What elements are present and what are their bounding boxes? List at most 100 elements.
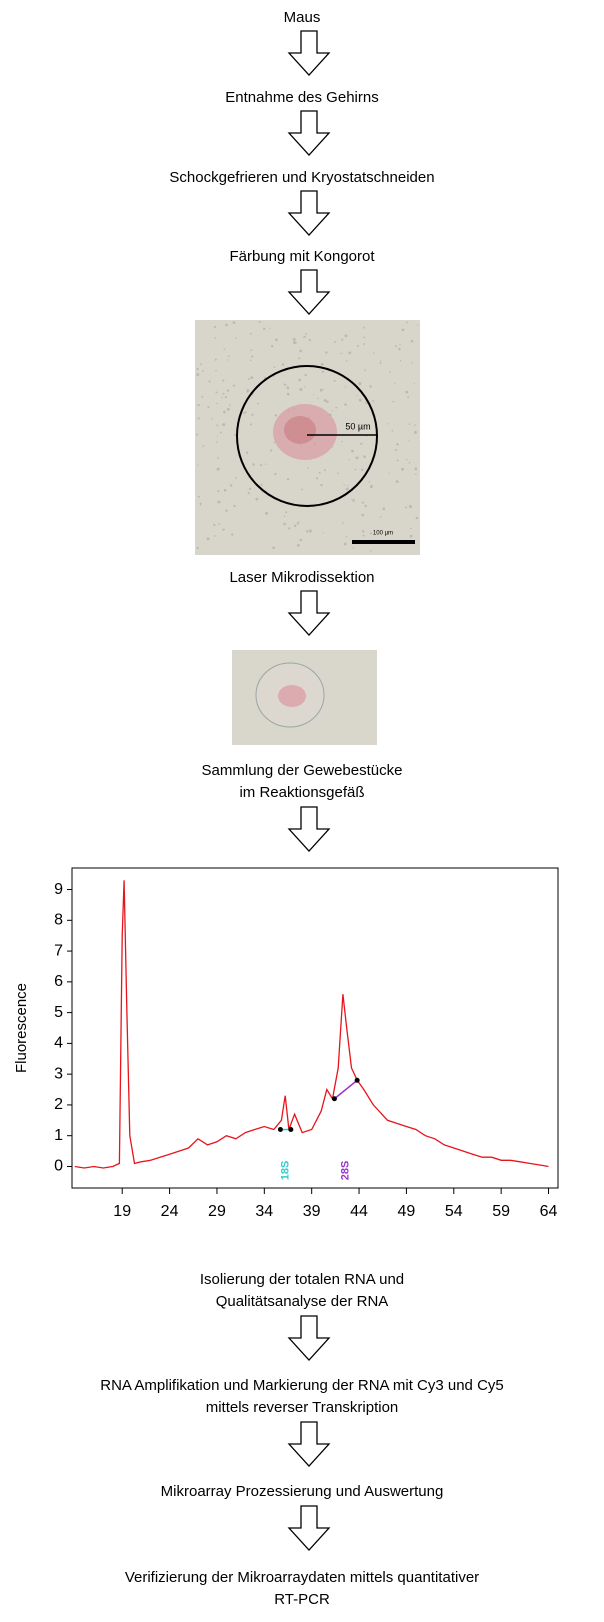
texture — [394, 382, 396, 384]
texture — [286, 478, 290, 481]
texture — [296, 543, 300, 547]
microdissection-image: 50 µm 100 µm — [195, 320, 420, 555]
texture — [225, 509, 228, 512]
texture — [348, 458, 350, 461]
texture — [213, 535, 216, 537]
texture — [245, 411, 247, 413]
arrow — [288, 110, 330, 156]
texture — [298, 521, 300, 523]
texture — [246, 389, 250, 392]
texture — [222, 379, 225, 382]
texture — [299, 538, 303, 542]
texture — [215, 391, 218, 394]
collection-image — [232, 650, 377, 745]
texture — [361, 513, 365, 517]
x-tick-label: 44 — [350, 1203, 368, 1220]
y-tick-label: 8 — [54, 912, 63, 929]
y-tick-label: 1 — [54, 1127, 63, 1144]
texture — [286, 392, 290, 396]
texture — [325, 351, 328, 354]
texture — [285, 511, 288, 514]
texture — [226, 359, 228, 361]
x-tick-label: 54 — [445, 1203, 463, 1220]
texture — [364, 504, 367, 508]
texture — [259, 463, 263, 467]
step-label: im Reaktionsgefäß — [239, 784, 364, 801]
step-label: Sammlung der Gewebestücke — [202, 762, 403, 779]
texture — [373, 352, 375, 354]
texture — [232, 384, 236, 387]
texture — [255, 497, 259, 501]
texture — [331, 410, 333, 412]
x-tick-label: 19 — [113, 1203, 131, 1220]
texture — [345, 487, 349, 491]
texture — [220, 431, 223, 434]
texture — [358, 398, 362, 402]
texture — [358, 382, 362, 386]
y-tick-label: 2 — [54, 1096, 63, 1113]
texture — [408, 440, 410, 442]
texture — [275, 338, 278, 342]
step-label: Färbung mit Kongorot — [229, 248, 375, 265]
texture — [213, 523, 216, 527]
texture — [281, 363, 285, 366]
texture — [214, 358, 217, 361]
texture — [224, 396, 227, 399]
texture — [251, 355, 254, 358]
step-label: Laser Mikrodissektion — [229, 569, 374, 586]
texture — [379, 516, 382, 518]
texture — [354, 468, 357, 471]
texture — [333, 379, 336, 382]
texture — [216, 435, 219, 437]
texture — [408, 461, 411, 464]
texture — [201, 395, 204, 398]
texture — [221, 397, 223, 399]
step-label: RT-PCR — [274, 1591, 330, 1608]
texture — [387, 423, 389, 425]
texture — [409, 505, 412, 508]
texture — [409, 534, 413, 538]
texture — [232, 321, 236, 325]
texture — [351, 498, 353, 500]
texture — [363, 343, 365, 346]
texture — [389, 371, 391, 373]
texture — [222, 423, 226, 427]
texture — [229, 484, 233, 487]
texture — [417, 324, 419, 326]
texture — [320, 362, 324, 366]
texture — [235, 337, 237, 340]
step-label: Isolierung der totalen RNA und — [200, 1271, 404, 1288]
texture — [197, 403, 200, 407]
arrow — [288, 1421, 330, 1467]
texture — [361, 530, 365, 533]
texture — [361, 501, 364, 504]
y-tick-label: 4 — [54, 1035, 63, 1052]
texture — [213, 325, 217, 328]
texture — [208, 380, 211, 383]
texture — [322, 532, 324, 534]
texture — [352, 547, 354, 549]
texture — [414, 467, 418, 471]
texture — [197, 464, 199, 466]
texture — [317, 397, 319, 400]
texture — [211, 418, 213, 420]
texture — [396, 443, 399, 445]
texture — [344, 334, 348, 338]
texture — [411, 362, 414, 364]
texture — [319, 388, 323, 392]
texture — [344, 403, 347, 406]
texture — [216, 441, 218, 443]
texture — [301, 488, 303, 491]
texture — [248, 487, 252, 491]
texture — [223, 488, 227, 492]
texture — [321, 370, 324, 373]
step-label: mittels reverser Transkription — [206, 1399, 399, 1416]
texture — [197, 417, 200, 420]
texture — [218, 523, 221, 525]
step-label: Entnahme des Gehirns — [225, 89, 378, 106]
texture — [336, 472, 339, 475]
marker-label: 28S — [340, 1161, 352, 1181]
texture — [274, 472, 277, 476]
texture — [258, 321, 261, 324]
texture — [352, 499, 355, 502]
